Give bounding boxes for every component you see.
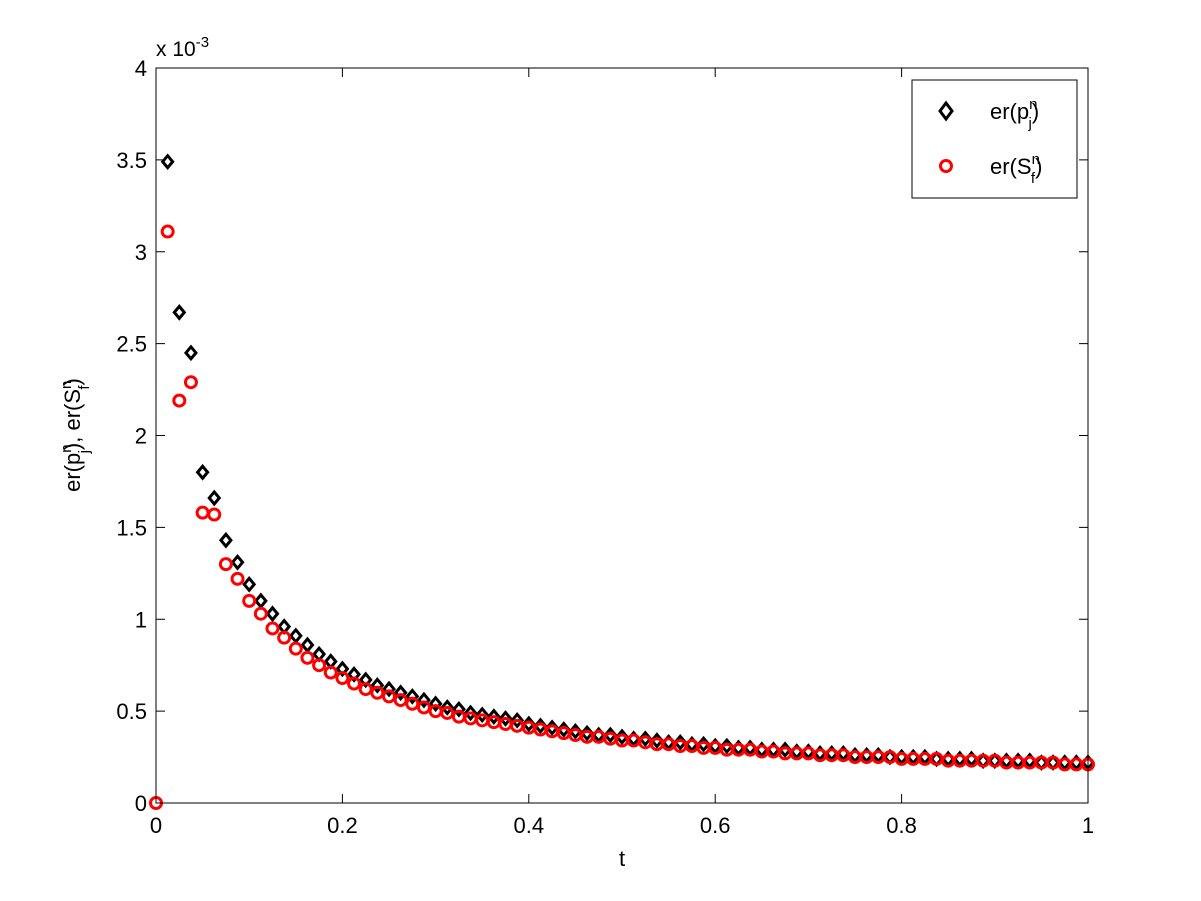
data-point-diamond [242, 575, 257, 593]
x-tick-label: 1 [1082, 813, 1094, 838]
data-point-circle [393, 693, 408, 708]
y-tick-label: 1 [135, 607, 147, 632]
y-tick-label: 0 [135, 791, 147, 816]
data-point-circle [382, 689, 396, 704]
data-point-circle [160, 224, 175, 239]
y-tick-label: 2.5 [116, 332, 147, 357]
axes-box [155, 67, 1089, 804]
y-exponent-sup: -3 [196, 34, 209, 51]
legend-label-p: er(pn j) [990, 96, 1039, 132]
x-axis-label: t [619, 846, 625, 871]
data-point-circle [230, 571, 245, 586]
x-tick-labels: 0 0.2 0.4 0.6 0.8 1 [150, 813, 1094, 838]
y-tick-label: 0.5 [116, 699, 147, 724]
data-point-circle [416, 700, 431, 715]
data-point-circle [277, 630, 292, 645]
y-tick-label: 2 [135, 424, 147, 449]
data-point-diamond [382, 680, 396, 698]
data-point-circle [218, 557, 233, 572]
data-point-circle [405, 696, 420, 711]
data-point-circle [253, 606, 268, 621]
y-exponent-label: x 10-3 [156, 34, 209, 61]
data-point-circle [265, 621, 280, 636]
data-point-diamond [172, 304, 187, 321]
x-tick-label: 0.4 [514, 813, 545, 838]
data-point-diamond [451, 700, 466, 718]
data-point-diamond [405, 688, 420, 705]
legend-marker-diamond-icon [938, 100, 954, 122]
data-point-circle [183, 375, 198, 390]
x-tick-label: 0.8 [886, 813, 917, 838]
data-point-diamond [160, 153, 175, 171]
legend-marker-circle-icon [939, 159, 953, 173]
data-point-diamond [428, 695, 443, 713]
data-point-diamond [218, 531, 233, 549]
data-point-diamond [358, 671, 373, 689]
y-tick-label: 3.5 [116, 148, 147, 173]
y-tick-label: 3 [135, 240, 147, 265]
data-point-diamond [440, 699, 455, 716]
y-axis-label: er(pnj), er(Snf) [58, 378, 93, 492]
data-point-diamond [463, 704, 478, 722]
data-point-diamond [370, 677, 385, 694]
series-2 [149, 224, 1095, 810]
data-point-circle [172, 393, 187, 408]
y-exponent-prefix: x 10 [156, 38, 196, 61]
data-point-circle [440, 705, 455, 720]
data-point-circle [242, 593, 257, 608]
data-point-circle [335, 671, 350, 686]
y-tick-label: 1.5 [116, 515, 147, 540]
data-point-diamond [347, 666, 362, 683]
x-tick-label: 0 [150, 813, 162, 838]
legend: er(pn j) er(Sn f) [911, 79, 1078, 199]
x-tick-label: 0.6 [700, 813, 731, 838]
data-point-diamond [265, 605, 280, 623]
legend-label-s: er(Sn f) [990, 151, 1042, 187]
data-point-circle [370, 685, 385, 700]
data-point-circle [288, 641, 303, 656]
legend-box [911, 79, 1078, 199]
data-point-circle [312, 658, 327, 673]
data-point-diamond [207, 489, 222, 507]
data-point-diamond [230, 553, 245, 571]
data-point-diamond [416, 691, 431, 709]
data-point-circle [347, 676, 362, 691]
data-point-diamond [510, 711, 525, 729]
x-tick-label: 0.2 [327, 813, 358, 838]
data-point-circle [358, 682, 373, 697]
y-tick-labels: 0 0.5 1 1.5 2 2.5 3 3.5 4 [116, 56, 147, 816]
data-point-circle [300, 650, 315, 665]
data-point-diamond [498, 710, 513, 727]
y-tick-label: 4 [135, 56, 147, 81]
data-point-circle [207, 507, 222, 522]
data-point-diamond [183, 344, 198, 362]
data-point-diamond [475, 706, 490, 724]
data-point-diamond [335, 660, 350, 678]
data-points [149, 153, 1095, 810]
data-point-diamond [195, 463, 210, 481]
data-point-circle [323, 665, 338, 680]
data-point-diamond [393, 684, 408, 702]
data-point-diamond [486, 708, 501, 725]
